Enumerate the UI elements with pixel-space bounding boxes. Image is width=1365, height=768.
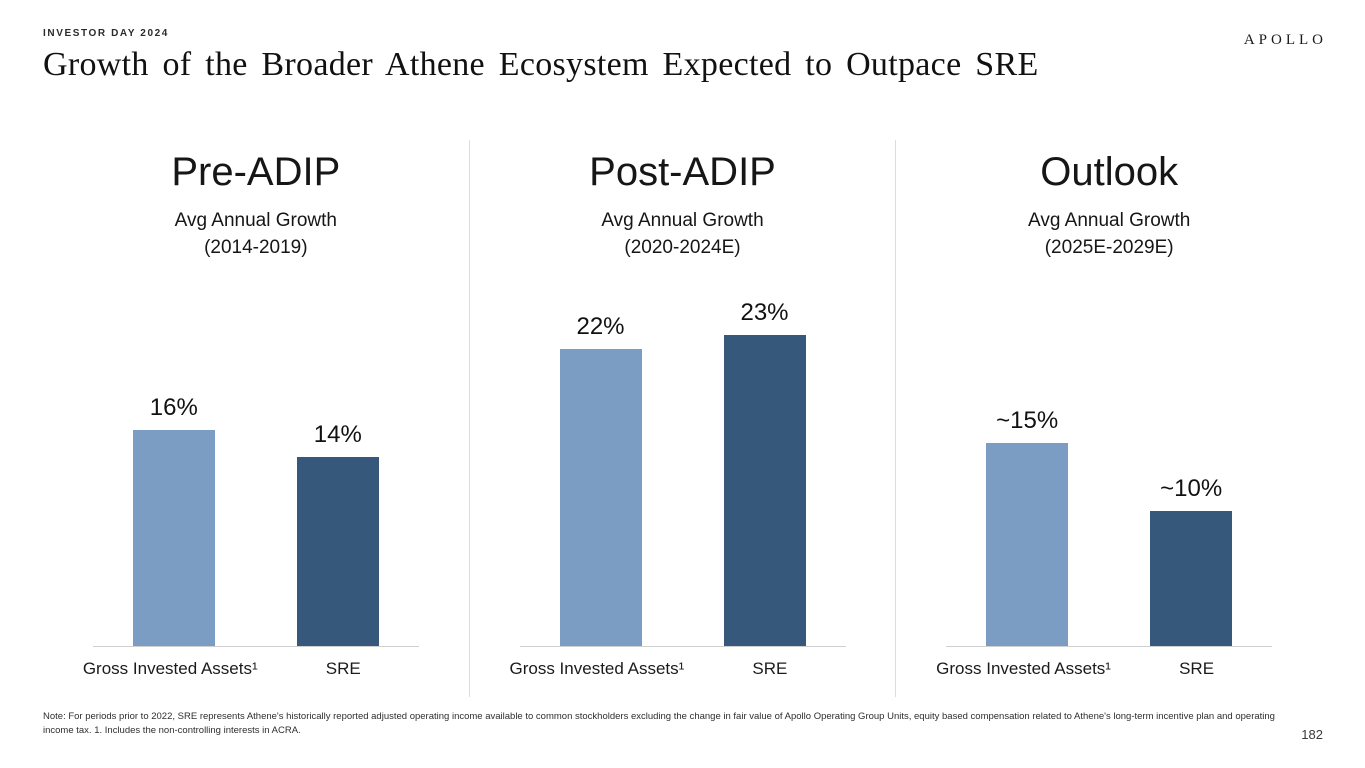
panel-subtitle: Avg Annual Growth (2025E-2029E) <box>896 208 1322 262</box>
apollo-logo: APOLLO <box>1243 32 1327 48</box>
category-label-gross-invested-assets: Gross Invested Assets¹ <box>936 658 1111 678</box>
category-labels: Gross Invested Assets¹ SRE <box>510 647 856 679</box>
panel-post-adip: Post-ADIP Avg Annual Growth (2020-2024E)… <box>468 140 897 697</box>
gross-invested-assets-bar <box>559 348 642 646</box>
page-number: 182 <box>1301 727 1323 742</box>
value-label: ~15% <box>996 406 1059 434</box>
category-label-gross-invested-assets: Gross Invested Assets¹ <box>509 658 685 678</box>
subtitle-line-2: (2025E-2029E) <box>1044 236 1174 258</box>
panel-subtitle: Avg Annual Growth (2020-2024E) <box>470 208 896 262</box>
category-labels: Gross Invested Assets¹ SRE <box>936 647 1282 679</box>
sre-bar <box>1150 510 1233 646</box>
category-labels: Gross Invested Assets¹ SRE <box>83 647 429 679</box>
bar-column-gross-invested-assets: ~15% <box>986 406 1069 646</box>
slide-header: INVESTOR DAY 2024 Growth of the Broader … <box>0 0 1365 84</box>
bar-column-sre: 23% <box>723 298 806 646</box>
subtitle-line-1: Avg Annual Growth <box>601 210 764 231</box>
page-title: Growth of the Broader Athene Ecosystem E… <box>43 46 1039 83</box>
panel-heading: Pre-ADIP <box>171 150 341 194</box>
value-label: 23% <box>740 298 789 326</box>
value-label: ~10% <box>1160 474 1223 502</box>
bar-column-gross-invested-assets: 22% <box>559 312 642 646</box>
category-label-gross-invested-assets: Gross Invested Assets¹ <box>82 658 258 678</box>
gross-invested-assets-bar <box>986 442 1069 646</box>
footnote: Note: For periods prior to 2022, SRE rep… <box>43 711 1275 737</box>
value-label: 16% <box>149 393 198 421</box>
panel-subtitle: Avg Annual Growth (2014-2019) <box>43 208 469 262</box>
bar-chart-outlook: ~15% ~10% <box>946 262 1273 647</box>
category-label-sre: SRE <box>1179 658 1215 678</box>
bar-chart-pre-adip: 16% 14% <box>92 262 419 647</box>
panel-heading: Post-ADIP <box>589 150 776 194</box>
value-label: 14% <box>313 420 362 448</box>
panel-pre-adip: Pre-ADIP Avg Annual Growth (2014-2019) 1… <box>43 140 469 697</box>
sre-bar <box>296 456 379 646</box>
category-label-sre: SRE <box>325 658 361 678</box>
panel-outlook: Outlook Avg Annual Growth (2025E-2029E) … <box>896 140 1322 697</box>
bar-column-gross-invested-assets: 16% <box>132 393 215 646</box>
category-label-sre: SRE <box>752 658 788 678</box>
gross-invested-assets-bar <box>132 429 215 646</box>
subtitle-line-2: (2014-2019) <box>204 236 308 258</box>
subtitle-line-1: Avg Annual Growth <box>1028 210 1191 231</box>
panels-row: Pre-ADIP Avg Annual Growth (2014-2019) 1… <box>43 140 1322 697</box>
bar-chart-post-adip: 22% 23% <box>519 262 846 647</box>
sre-bar <box>723 334 806 646</box>
subtitle-line-2: (2020-2024E) <box>624 236 741 258</box>
panel-heading: Outlook <box>1040 150 1179 194</box>
header-left: INVESTOR DAY 2024 Growth of the Broader … <box>43 28 1039 84</box>
bar-column-sre: ~10% <box>1150 474 1233 646</box>
bar-column-sre: 14% <box>296 420 379 646</box>
value-label: 22% <box>576 312 625 340</box>
eyebrow-label: INVESTOR DAY 2024 <box>43 28 169 39</box>
subtitle-line-1: Avg Annual Growth <box>174 210 337 231</box>
